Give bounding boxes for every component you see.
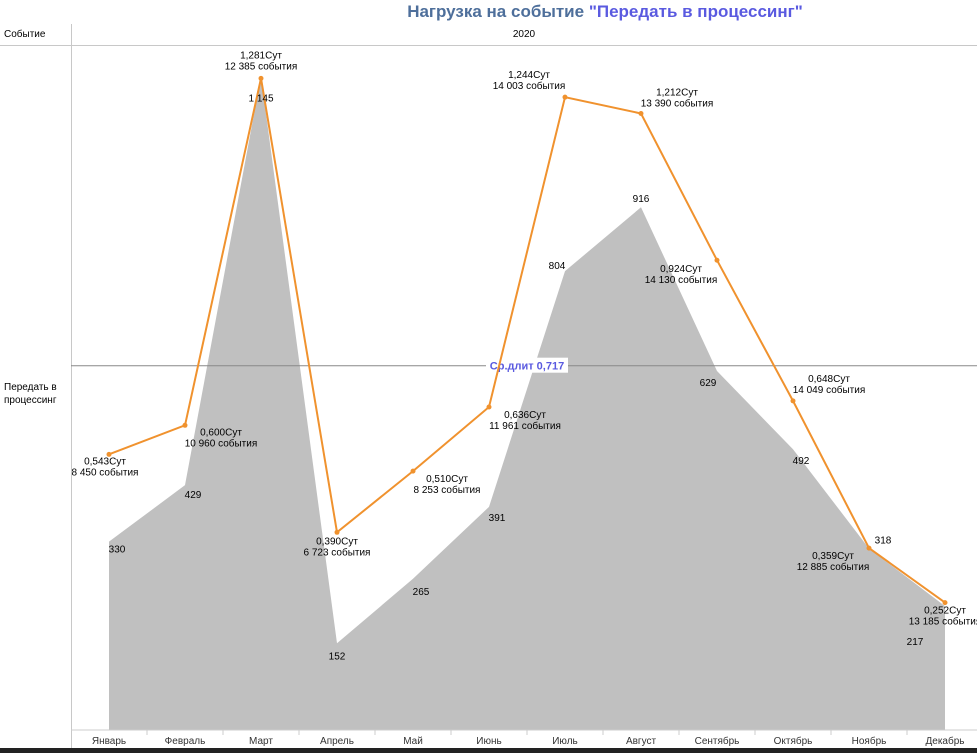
x-tick-label: Ноябрь (852, 735, 887, 747)
line-series (108, 78, 946, 604)
x-tick-label: Январь (92, 736, 126, 747)
x-tick-label: Сентябрь (695, 735, 740, 747)
line-event-label: 6 723 события (304, 546, 371, 558)
line-event-label: 8 450 события (72, 466, 139, 478)
area-data-label: 804 (549, 261, 566, 272)
line-point (182, 422, 188, 428)
area-data-label: 391 (489, 513, 506, 524)
row-divider (71, 24, 72, 748)
line-point (258, 75, 264, 81)
x-tick-label: Июнь (476, 736, 501, 747)
area-data-label: 629 (700, 378, 717, 389)
line-data-label: 0,252Сут (924, 606, 966, 617)
line-event-label: 12 385 события (225, 60, 298, 72)
header-year: 2020 (512, 29, 536, 40)
row-label-line1: Передать в (4, 382, 57, 393)
area-data-label: 152 (329, 651, 346, 662)
line-data-label: 1,244Сут (508, 70, 550, 81)
row-label-line2: процессинг (4, 395, 57, 406)
line-event-label: 14 049 события (793, 384, 866, 396)
line-data-label: 1,212Сут (656, 87, 698, 98)
area-data-label: 916 (633, 194, 650, 205)
line-point (562, 94, 568, 100)
title-prefix: Нагрузка на событие (407, 2, 589, 21)
x-tick-label: Август (626, 736, 657, 747)
area-data-label: 429 (185, 490, 202, 501)
line-data-label: 0,600Сут (200, 427, 242, 438)
line-data-label: 0,648Сут (808, 374, 850, 385)
header-row-label: Событие (4, 29, 46, 40)
line-data-label: 0,543Сут (84, 456, 126, 467)
line-point (942, 600, 948, 606)
reference-label-bg (486, 357, 568, 373)
line-event-label: 12 885 события (797, 561, 870, 573)
line-data-label: 0,510Сут (426, 474, 468, 485)
x-tick-label: Февраль (165, 736, 206, 747)
line-data-label: 0,924Сут (660, 264, 702, 275)
x-tick-label: Декабрь (926, 735, 965, 747)
line-data-label: 0,636Сут (504, 410, 546, 421)
line-point (106, 451, 112, 457)
title-event: "Передать в процессинг" (588, 2, 803, 21)
area-data-label: 265 (413, 587, 430, 598)
line-data-label: 0,390Сут (316, 536, 358, 547)
line-event-label: 14 003 события (493, 80, 566, 92)
line-event-label: 8 253 события (414, 484, 481, 496)
line-point (638, 110, 644, 116)
area-series (109, 76, 945, 730)
line-data-label: 0,359Сут (812, 551, 854, 562)
x-tick-label: Апрель (320, 736, 354, 747)
bottom-bar (0, 748, 977, 753)
area-data-label: 318 (875, 536, 892, 547)
area-data-label: 492 (793, 456, 810, 467)
line-data-label: 1,281Сут (240, 50, 282, 61)
line-point (714, 257, 720, 263)
x-tick-label: Май (403, 736, 423, 747)
x-tick-label: Март (249, 736, 273, 747)
line-point (410, 468, 416, 474)
row-label: Передать в процессинг (4, 381, 57, 407)
line-event-label: 14 130 события (645, 274, 718, 286)
line-point (334, 529, 340, 535)
line-event-label: 11 961 события (489, 420, 561, 432)
reference-line-label: Ср.длит 0,717 (490, 361, 564, 373)
header-divider (0, 45, 977, 46)
line-event-label: 13 185 события (909, 616, 977, 628)
chart-title: Нагрузка на событие "Передать в процесси… (0, 2, 977, 22)
x-tick-label: Июль (552, 736, 578, 747)
line-point (790, 398, 796, 404)
area-data-label: 217 (907, 637, 924, 648)
line-point (486, 404, 492, 410)
line-point (866, 545, 872, 551)
line-event-label: 10 960 события (185, 437, 258, 449)
area-data-label: 1 145 (248, 94, 273, 105)
area-data-label: 330 (109, 545, 126, 556)
x-tick-label: Октябрь (774, 735, 813, 747)
line-event-label: 13 390 события (641, 97, 714, 109)
